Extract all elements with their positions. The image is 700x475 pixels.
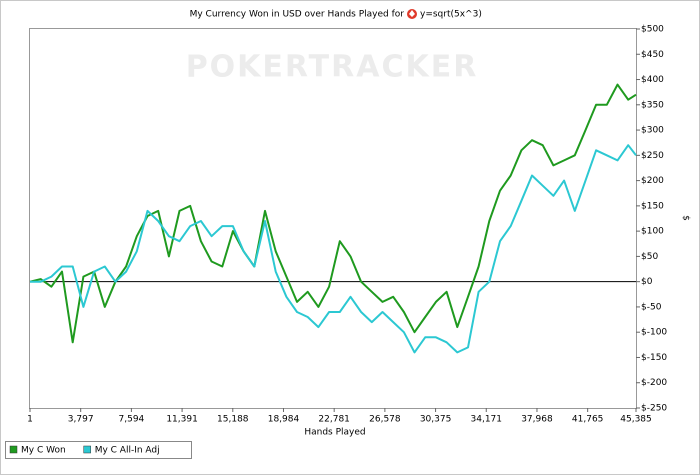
x-tick-label: 41,765 (572, 415, 604, 425)
y-tick-label: $400 (641, 75, 664, 85)
legend-swatch (9, 445, 18, 454)
legend-label: My C All-In Adj (95, 446, 160, 456)
y-tick-label: $350 (641, 100, 664, 110)
y-axis-label: $ (681, 215, 691, 221)
y-tick-label: $450 (641, 50, 664, 60)
poker-icon (407, 9, 417, 19)
x-tick-label: 30,375 (420, 415, 452, 425)
y-tick-label: $100 (641, 227, 664, 237)
y-tick-label: $-50 (641, 302, 662, 312)
y-tick-label: $0 (641, 277, 653, 287)
y-tick-label: $-150 (641, 353, 667, 363)
x-tick-label: 45,385 (620, 415, 652, 425)
x-tick-label: 34,171 (471, 415, 503, 425)
x-tick-label: 1 (27, 415, 33, 425)
x-tick-label: 22,781 (318, 415, 350, 425)
x-axis-label: Hands Played (304, 428, 365, 438)
player-name: y=sqrt(5x^3) (420, 10, 482, 20)
y-tick-label: $-200 (641, 378, 667, 388)
x-tick-label: 37,968 (521, 415, 553, 425)
legend-label: My C Won (21, 446, 66, 456)
x-tick-label: 26,578 (369, 415, 401, 425)
x-tick-label: 18,984 (268, 415, 300, 425)
plot-border (29, 28, 637, 409)
x-tick-label: 15,188 (217, 415, 249, 425)
y-tick-label: $200 (641, 176, 664, 186)
y-tick-label: $-100 (641, 328, 667, 338)
watermark: POKERTRACKER (186, 50, 479, 85)
chart-title: My Currency Won in USD over Hands Played… (190, 10, 405, 20)
legend (5, 441, 192, 459)
y-tick-label: $300 (641, 126, 664, 136)
y-tick-label: $-250 (641, 404, 667, 414)
series-line (30, 144, 637, 354)
x-tick-label: 7,594 (119, 415, 145, 425)
x-tick-label: 3,797 (68, 415, 94, 425)
legend-swatch (83, 445, 91, 454)
y-tick-label: $250 (641, 151, 664, 161)
y-tick-label: $500 (641, 25, 664, 35)
x-tick-label: 11,391 (166, 415, 198, 425)
y-tick-label: $150 (641, 201, 664, 211)
series-line (29, 83, 637, 344)
y-tick-label: $50 (641, 252, 658, 262)
